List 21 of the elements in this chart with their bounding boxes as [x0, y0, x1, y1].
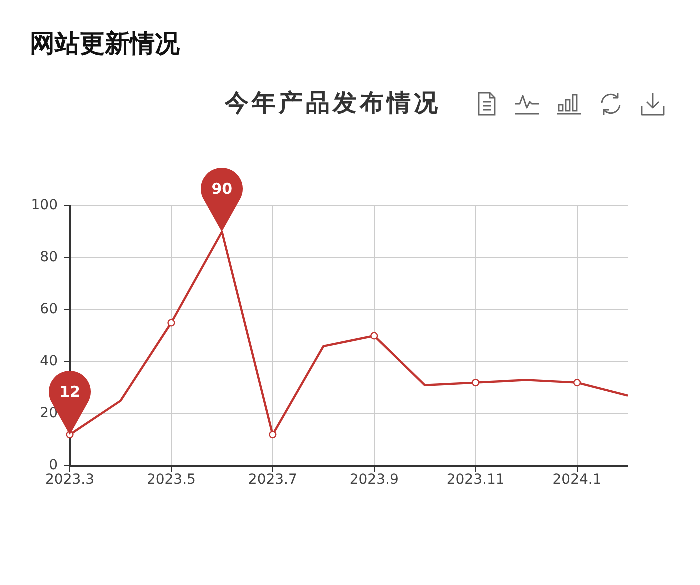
point	[472, 379, 480, 387]
point	[269, 431, 277, 439]
y-tick-label: 20	[40, 406, 58, 422]
point	[168, 319, 176, 327]
y-tick-label: 40	[40, 354, 58, 370]
data-label: 12	[58, 382, 82, 401]
y-tick-label: 0	[49, 458, 58, 474]
y-tick-label: 60	[40, 302, 58, 318]
x-tick-label: 2023.3	[46, 472, 94, 488]
x-tick-label: 2023.11	[446, 472, 505, 488]
text: 网站更新情况	[30, 29, 180, 58]
x-tick-label: 2023.7	[248, 472, 298, 488]
chart-title: 今年产品发布情况	[225, 88, 441, 118]
y-tick-label: 80	[40, 250, 58, 266]
y-tick-label: 100	[31, 198, 58, 214]
point	[573, 379, 582, 387]
data-label: 90	[210, 180, 234, 198]
x-tick-label: 2023.5	[146, 472, 196, 488]
x-tick-label: 2023.9	[350, 472, 399, 488]
point	[370, 332, 378, 340]
x-tick-label: 2024.1	[552, 472, 602, 488]
